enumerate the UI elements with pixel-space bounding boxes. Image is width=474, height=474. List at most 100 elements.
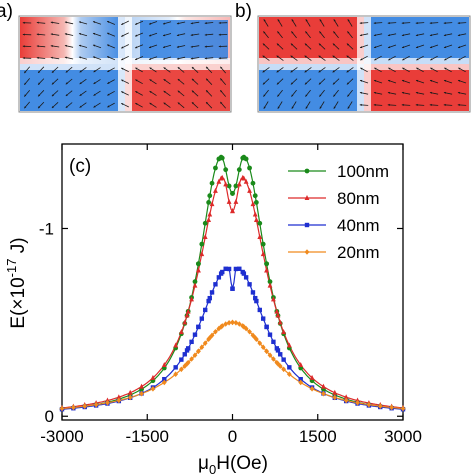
magnetization-arrow-head [276, 55, 279, 58]
data-point-40nm [253, 295, 258, 301]
magnetization-arrow-head [402, 79, 405, 82]
magnetization-arrow-head [135, 67, 138, 70]
data-point-100nm [260, 241, 266, 247]
magnetization-arrow-head [220, 101, 223, 105]
magnetization-arrow-head [51, 105, 55, 108]
data-point-80nm [223, 181, 229, 187]
data-point-20nm [355, 399, 360, 406]
magnetization-arrow-head [318, 43, 322, 46]
panel-b-wall-vertical [357, 17, 371, 111]
y-tick-label: -1 [39, 219, 54, 238]
magnetization-arrow-head [318, 55, 321, 58]
data-point-40nm [298, 376, 303, 382]
magnetization-arrow-head [93, 21, 96, 24]
data-point-100nm [264, 261, 269, 267]
magnetization-arrow-head [401, 22, 404, 25]
data-point-80nm [192, 282, 198, 288]
magnetization-arrow-head [373, 22, 376, 25]
magnetization-arrow-head [22, 45, 25, 48]
magnetization-arrow-head [204, 57, 207, 60]
data-point-20nm [59, 405, 65, 412]
magnetization-arrow-head [65, 82, 68, 85]
data-point-20nm [219, 323, 225, 329]
data-point-20nm [182, 363, 188, 369]
magnetization-arrow-head [291, 94, 294, 97]
magnetization-arrow-head [36, 21, 39, 24]
magnetization-arrow-head [304, 43, 308, 46]
panel-a-domain-top-left [20, 17, 125, 64]
magnetization-arrow-head [263, 19, 266, 22]
data-point-20nm [264, 348, 269, 355]
magnetization-arrow-head [277, 19, 280, 22]
panel-a-wall-vertical [118, 17, 132, 111]
data-point-100nm [209, 180, 215, 186]
magnetization-arrow-head [64, 44, 67, 47]
magnetization-arrow-head [359, 34, 362, 37]
magnetization-arrow-head [190, 45, 193, 48]
magnetization-arrow-head [429, 103, 432, 106]
legend-marker-80nm [304, 195, 310, 200]
magnetization-arrow-head [305, 31, 308, 34]
data-point-80nm [184, 312, 190, 318]
magnetization-arrow-head [177, 67, 180, 70]
magnetization-arrow-head [332, 82, 336, 85]
data-point-20nm [309, 385, 315, 392]
magnetization-arrow-head [50, 21, 53, 24]
magnetization-arrow-head [177, 79, 180, 81]
data-point-80nm [253, 216, 259, 222]
magnetization-arrow-head [347, 19, 350, 22]
data-point-20nm [202, 340, 208, 346]
data-point-20nm [116, 397, 122, 404]
magnetization-arrow-head [163, 102, 166, 105]
magnetization-arrow-head [24, 94, 27, 97]
data-point-40nm [257, 307, 262, 313]
data-point-100nm [230, 191, 235, 196]
magnetization-arrow-head [206, 90, 209, 93]
data-point-80nm [286, 342, 292, 348]
magnetization-arrow-head [135, 79, 138, 82]
data-point-40nm [189, 339, 194, 345]
magnetization-arrow-head [263, 94, 266, 97]
magnetization-arrow-head [290, 82, 294, 85]
magnetization-arrow-head [457, 91, 460, 94]
x-tick-label: 3000 [384, 427, 422, 446]
magnetization-arrow-head [444, 67, 447, 70]
data-point-80nm [173, 342, 179, 348]
magnetization-arrow-head [359, 91, 362, 94]
magnetization-arrow-head [304, 55, 307, 58]
panel-c-label: (c) [69, 156, 91, 177]
magnetization-arrow-head [190, 22, 193, 25]
data-point-80nm [264, 267, 269, 273]
magnetization-arrow-head [319, 106, 322, 109]
data-point-40nm [226, 266, 232, 272]
data-point-20nm [343, 397, 349, 404]
data-point-20nm [247, 328, 252, 335]
data-point-40nm [220, 269, 225, 275]
data-point-80nm [216, 178, 222, 184]
data-point-80nm [309, 374, 315, 380]
data-point-80nm [260, 251, 266, 257]
data-point-20nm [236, 321, 242, 327]
data-point-20nm [150, 385, 156, 392]
data-point-80nm [343, 394, 349, 400]
data-point-100nm [219, 155, 225, 161]
magnetization-arrow-head [149, 102, 152, 105]
magnetization-arrow-head [373, 34, 376, 37]
magnetization-arrow-head [415, 91, 418, 94]
magnetization-arrow-head [191, 90, 195, 93]
magnetization-arrow-head [402, 46, 405, 49]
series-line-20nm [61, 321, 404, 410]
magnetization-arrow-head [36, 33, 39, 36]
magnetization-arrow-head [360, 58, 363, 61]
magnetization-arrow-head [22, 57, 25, 60]
data-point-40nm [213, 282, 218, 287]
data-point-40nm [267, 332, 273, 337]
magnetization-arrow-head [135, 34, 138, 37]
data-point-80nm [243, 178, 249, 184]
data-point-100nm [233, 183, 239, 189]
data-point-40nm [185, 346, 191, 351]
magnetization-arrow-head [121, 67, 124, 70]
magnetization-arrow-head [290, 43, 294, 46]
magnetization-arrow-head [305, 106, 308, 109]
